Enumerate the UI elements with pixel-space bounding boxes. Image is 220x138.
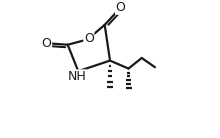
- Text: O: O: [116, 1, 126, 14]
- Text: NH: NH: [68, 70, 86, 83]
- Text: O: O: [42, 37, 51, 50]
- Text: O: O: [84, 32, 94, 45]
